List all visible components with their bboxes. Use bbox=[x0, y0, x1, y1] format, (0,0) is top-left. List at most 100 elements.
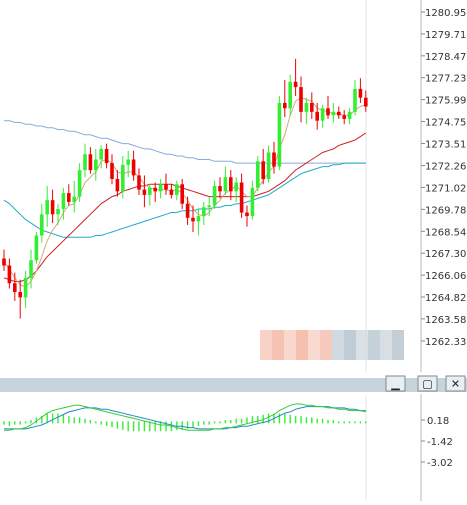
candle-down bbox=[272, 152, 276, 167]
candle-up bbox=[77, 170, 82, 197]
candle-up bbox=[288, 81, 292, 109]
candle-down bbox=[2, 258, 6, 266]
candle-up bbox=[196, 216, 201, 222]
close-button[interactable] bbox=[445, 375, 466, 392]
price-tick-label: 1263.58 bbox=[425, 315, 466, 326]
candle-up bbox=[234, 182, 238, 192]
candle-up bbox=[304, 102, 309, 112]
candle-down bbox=[283, 102, 287, 109]
ma-fast-line bbox=[3, 97, 366, 288]
price-tick-label: 1279.71 bbox=[425, 30, 466, 41]
candle-up bbox=[202, 207, 206, 217]
watermark-block bbox=[380, 330, 392, 360]
candle-down bbox=[315, 111, 319, 121]
candle-down bbox=[337, 111, 341, 116]
candle-down bbox=[67, 193, 71, 202]
candle-down bbox=[310, 102, 314, 112]
watermark-block bbox=[284, 330, 296, 360]
candle-up bbox=[126, 159, 130, 165]
candle-down bbox=[18, 292, 22, 298]
price-tick-label: 1268.54 bbox=[425, 227, 466, 238]
macd-main-line bbox=[4, 403, 366, 431]
candle-up bbox=[250, 187, 255, 217]
candle-up bbox=[34, 235, 39, 261]
panel-divider-bar bbox=[0, 378, 467, 392]
candle-up bbox=[99, 148, 103, 160]
candle-down bbox=[218, 186, 222, 192]
candle-down bbox=[153, 187, 157, 192]
ma-mid-line bbox=[3, 132, 367, 282]
candle-down bbox=[50, 200, 55, 215]
candle-up bbox=[223, 177, 228, 192]
maximize-button[interactable] bbox=[417, 375, 438, 392]
candle-down bbox=[13, 283, 17, 293]
candle-down bbox=[245, 212, 249, 217]
candle-down bbox=[239, 182, 244, 213]
candle-down bbox=[342, 115, 346, 119]
candle-down bbox=[185, 203, 190, 218]
price-tick-label: 1277.23 bbox=[425, 74, 466, 85]
candle-up bbox=[121, 164, 125, 192]
price-tick-label: 1273.51 bbox=[425, 139, 466, 150]
price-tick-label: 1274.75 bbox=[425, 118, 466, 129]
candle-up bbox=[83, 154, 87, 171]
watermark-block bbox=[308, 330, 320, 360]
watermark-block bbox=[296, 330, 308, 360]
candle-up bbox=[266, 152, 271, 179]
macd-signal-line bbox=[4, 406, 366, 430]
candle-down bbox=[164, 184, 168, 190]
watermark-block bbox=[320, 330, 332, 360]
price-tick-label: 1264.82 bbox=[425, 293, 466, 304]
candle-up bbox=[347, 111, 352, 119]
candle-down bbox=[88, 154, 93, 171]
price-tick-label: 1280.95 bbox=[425, 8, 466, 19]
candle-down bbox=[110, 163, 114, 179]
candle-down bbox=[169, 189, 174, 195]
candle-up bbox=[148, 187, 152, 195]
candle-up bbox=[45, 200, 49, 215]
ma-slow-line bbox=[3, 162, 366, 238]
minimize-icon: ▁ bbox=[390, 378, 400, 391]
candle-down bbox=[180, 184, 184, 204]
candle-up bbox=[175, 184, 179, 195]
candle-up bbox=[331, 111, 336, 116]
minimize-button[interactable] bbox=[385, 375, 406, 392]
candle-up bbox=[40, 214, 44, 236]
candle-up bbox=[56, 209, 60, 215]
candle-up bbox=[72, 196, 76, 202]
oscillator-tick-label: -3.02 bbox=[427, 458, 453, 469]
watermark-block bbox=[392, 330, 404, 360]
watermark-block bbox=[344, 330, 356, 360]
candle-up bbox=[320, 108, 325, 121]
candle-up bbox=[256, 161, 260, 188]
candle-down bbox=[137, 175, 141, 190]
price-tick-label: 1278.47 bbox=[425, 52, 466, 63]
watermark-block bbox=[332, 330, 344, 360]
watermark-block bbox=[272, 330, 284, 360]
watermark-block bbox=[368, 330, 380, 360]
candle-up bbox=[158, 184, 163, 192]
close-icon: ✕ bbox=[451, 378, 460, 391]
candle-down bbox=[299, 87, 303, 112]
candle-up bbox=[277, 102, 282, 167]
candle-down bbox=[293, 81, 298, 88]
candle-up bbox=[207, 205, 211, 208]
candle-up bbox=[353, 88, 357, 112]
price-tick-label: 1266.06 bbox=[425, 271, 466, 282]
price-tick-label: 1272.26 bbox=[425, 162, 466, 173]
candle-down bbox=[326, 108, 330, 116]
candle-down bbox=[229, 177, 233, 192]
candle-down bbox=[358, 88, 363, 98]
price-tick-label: 1262.33 bbox=[425, 337, 466, 348]
candle-down bbox=[104, 148, 109, 164]
candle-down bbox=[142, 189, 147, 195]
candle-down bbox=[131, 159, 136, 176]
watermark-block bbox=[356, 330, 368, 360]
candle-down bbox=[115, 178, 120, 192]
candle-up bbox=[29, 260, 33, 278]
price-tick-label: 1275.99 bbox=[425, 96, 466, 107]
price-tick-label: 1271.02 bbox=[425, 183, 466, 194]
